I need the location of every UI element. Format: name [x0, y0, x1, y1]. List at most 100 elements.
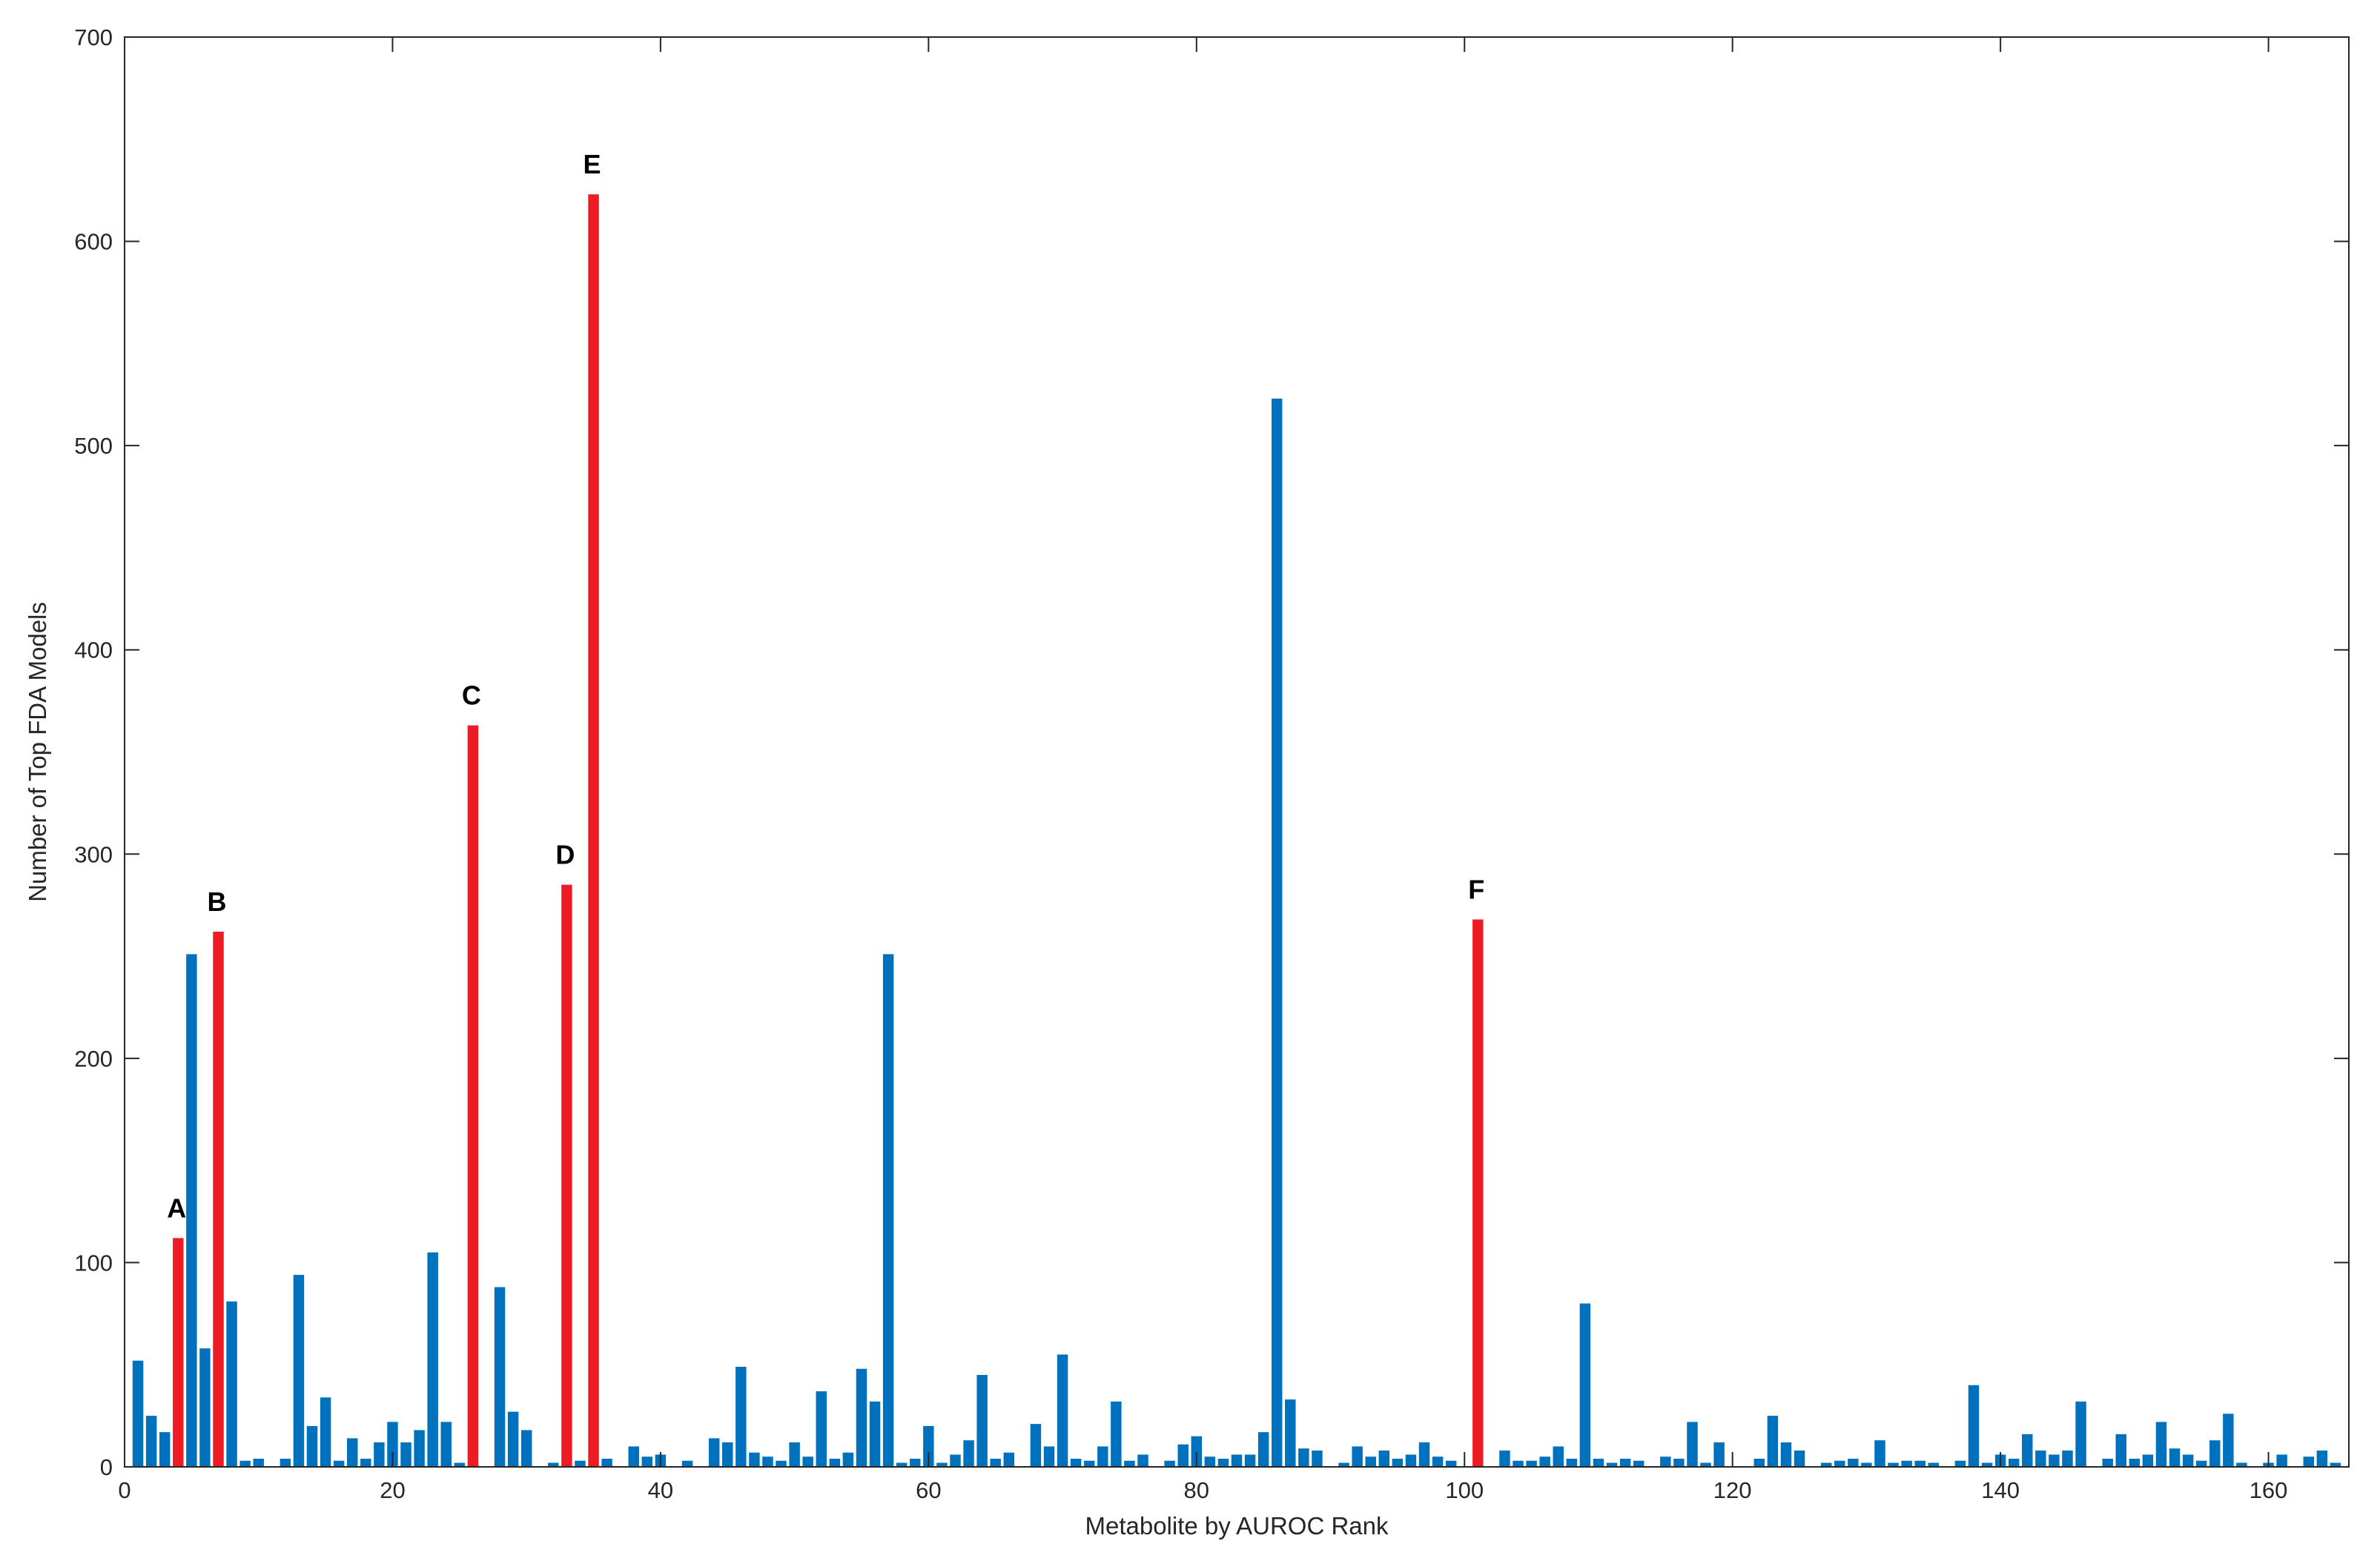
bar — [1954, 1460, 1966, 1467]
bar — [1566, 1458, 1578, 1467]
x-tick-label: 100 — [1445, 1477, 1484, 1503]
bar — [1767, 1416, 1779, 1467]
bar — [454, 1462, 466, 1467]
bar — [789, 1442, 800, 1467]
bar — [1057, 1354, 1068, 1467]
bar — [1405, 1454, 1417, 1467]
bar — [226, 1301, 237, 1467]
bar — [1378, 1450, 1390, 1467]
bar — [708, 1438, 720, 1467]
bar — [2129, 1458, 2141, 1467]
bar — [1874, 1440, 1885, 1467]
bar — [293, 1274, 305, 1467]
bar — [360, 1458, 371, 1467]
bar — [1981, 1462, 1993, 1467]
bar — [1177, 1444, 1189, 1467]
bar — [990, 1458, 1001, 1467]
bar — [1083, 1460, 1095, 1467]
y-tick-label: 200 — [74, 1046, 113, 1072]
bar — [681, 1460, 693, 1467]
bar — [1553, 1446, 1564, 1467]
bar — [641, 1456, 653, 1467]
bar — [2276, 1454, 2287, 1467]
x-axis-ticks: 0 20 40 60 80 100 120 140 160 — [118, 37, 2287, 1503]
bar — [936, 1462, 948, 1467]
bar — [1753, 1458, 1765, 1467]
bar — [1968, 1385, 1980, 1467]
bar — [253, 1458, 264, 1467]
bar — [186, 954, 197, 1467]
bar — [1030, 1424, 1042, 1467]
y-tick-label: 600 — [74, 229, 113, 255]
bar — [896, 1462, 908, 1467]
bar — [1780, 1442, 1792, 1467]
bar — [2316, 1450, 2328, 1467]
bar — [923, 1425, 934, 1467]
bar — [333, 1460, 345, 1467]
bar — [1285, 1399, 1296, 1467]
bar — [1861, 1462, 1872, 1467]
bar — [842, 1452, 854, 1467]
bar — [1820, 1462, 1832, 1467]
bar — [1700, 1462, 1711, 1467]
bar — [1204, 1456, 1216, 1467]
bar — [1432, 1456, 1444, 1467]
bar — [1687, 1422, 1698, 1467]
bar — [1003, 1452, 1014, 1467]
bar — [306, 1425, 318, 1467]
bar — [1271, 398, 1283, 1467]
bar — [2022, 1434, 2033, 1467]
bar — [1834, 1460, 1845, 1467]
bar-annotation: F — [1468, 874, 1484, 904]
y-tick-label: 300 — [74, 841, 113, 867]
plot-frame — [124, 36, 2350, 1468]
bar — [776, 1460, 787, 1467]
bar — [2008, 1458, 2020, 1467]
bar — [1901, 1460, 1912, 1467]
bar-highlighted — [1472, 919, 1484, 1467]
x-tick-label: 140 — [1981, 1477, 2020, 1503]
bar — [1097, 1446, 1108, 1467]
bar — [1619, 1458, 1631, 1467]
y-tick-label: 700 — [74, 24, 113, 50]
x-tick-label: 40 — [648, 1477, 673, 1503]
bar — [1244, 1454, 1256, 1467]
bar — [1338, 1462, 1349, 1467]
bar — [1257, 1432, 1269, 1467]
bar — [2236, 1462, 2247, 1467]
bar — [2102, 1458, 2113, 1467]
bar — [320, 1397, 331, 1467]
plot-background — [125, 37, 2349, 1467]
bar — [374, 1442, 385, 1467]
bar — [1137, 1454, 1148, 1467]
bar — [1124, 1460, 1135, 1467]
bar — [1848, 1458, 1859, 1467]
bar — [1445, 1460, 1457, 1467]
bar — [802, 1456, 813, 1467]
bar — [856, 1368, 867, 1467]
bar — [829, 1458, 841, 1467]
bar — [145, 1416, 157, 1467]
bar — [1539, 1456, 1550, 1467]
bar — [1418, 1442, 1430, 1467]
bar — [440, 1422, 452, 1467]
bar — [1070, 1458, 1082, 1467]
bar — [2115, 1434, 2126, 1467]
bar — [1231, 1454, 1243, 1467]
bar — [749, 1452, 760, 1467]
bar — [1298, 1448, 1309, 1467]
bar — [520, 1430, 532, 1467]
bar — [2195, 1460, 2207, 1467]
bar — [2209, 1440, 2221, 1467]
bar-annotation: B — [208, 886, 227, 917]
bar — [2049, 1454, 2060, 1467]
bar — [280, 1458, 291, 1467]
bar-annotation: E — [584, 149, 601, 179]
bar — [1660, 1456, 1671, 1467]
bar-annotation: C — [462, 680, 481, 711]
bar-highlighted — [467, 725, 479, 1467]
bar — [1352, 1446, 1363, 1467]
bar — [159, 1432, 171, 1467]
y-axis-ticks: 0 100 200 300 400 500 600 700 — [74, 24, 2349, 1480]
x-tick-label: 80 — [1184, 1477, 1209, 1503]
